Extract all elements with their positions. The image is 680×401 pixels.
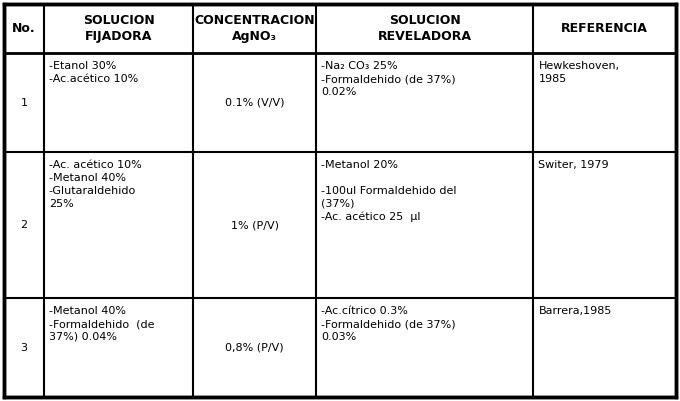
Text: -Na₂ CO₃ 25%
-Formaldehido (de 37%)
0.02%: -Na₂ CO₃ 25% -Formaldehido (de 37%) 0.02…	[321, 61, 456, 97]
Text: SOLUCION
REVELADORA: SOLUCION REVELADORA	[378, 14, 472, 43]
Text: SOLUCION
FIJADORA: SOLUCION FIJADORA	[83, 14, 154, 43]
Text: Barrera,1985: Barrera,1985	[539, 306, 612, 316]
Text: -Ac. acético 10%
-Metanol 40%
-Glutaraldehido
25%: -Ac. acético 10% -Metanol 40% -Glutarald…	[49, 160, 141, 209]
Text: REFERENCIA: REFERENCIA	[561, 22, 648, 35]
Text: -Metanol 40%
-Formaldehido  (de
37%) 0.04%: -Metanol 40% -Formaldehido (de 37%) 0.04…	[49, 306, 154, 342]
Text: 3: 3	[20, 342, 27, 352]
Text: 0,8% (P/V): 0,8% (P/V)	[226, 342, 284, 352]
Text: Switer, 1979: Switer, 1979	[539, 160, 609, 170]
Text: 1: 1	[20, 98, 27, 108]
Text: 0.1% (V/V): 0.1% (V/V)	[225, 98, 284, 108]
Text: 1% (P/V): 1% (P/V)	[231, 220, 279, 230]
Text: 2: 2	[20, 220, 27, 230]
Text: Hewkeshoven,
1985: Hewkeshoven, 1985	[539, 61, 619, 84]
Text: CONCENTRACION
AgNO₃: CONCENTRACION AgNO₃	[194, 14, 315, 43]
Text: -Ac.cítrico 0.3%
-Formaldehido (de 37%)
0.03%: -Ac.cítrico 0.3% -Formaldehido (de 37%) …	[321, 306, 456, 342]
Text: -Metanol 20%

-100ul Formaldehido del
(37%)
-Ac. acético 25  μl: -Metanol 20% -100ul Formaldehido del (37…	[321, 160, 456, 222]
Text: -Etanol 30%
-Ac.acético 10%: -Etanol 30% -Ac.acético 10%	[49, 61, 138, 84]
Text: No.: No.	[12, 22, 36, 35]
